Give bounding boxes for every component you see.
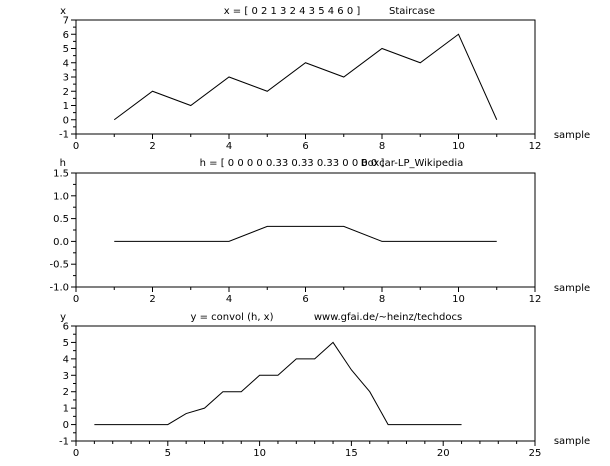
- x-tick-label: 10: [452, 141, 465, 152]
- x-tick-label: 8: [379, 141, 385, 152]
- y-tick-label: -1: [59, 437, 69, 448]
- chart-title: h = [ 0 0 0 0 0.33 0.33 0.33 0 0 0 0 ]: [200, 158, 385, 169]
- y-tick-label: 2: [63, 87, 69, 98]
- y-tick-label: -1.0: [49, 283, 69, 294]
- y-tick-label: 2: [63, 387, 69, 398]
- chart-subtitle: Staircase: [389, 6, 435, 17]
- y-axis-label: x: [60, 6, 66, 17]
- y-tick-label: 4: [63, 58, 69, 69]
- series-line: [94, 341, 462, 426]
- x-tick-label: 0: [73, 294, 79, 305]
- x-tick-label: 8: [379, 294, 385, 305]
- y-tick-label: 6: [63, 322, 69, 333]
- x-tick-label: 5: [165, 448, 171, 459]
- y-tick-label: 1.0: [53, 191, 69, 202]
- x-tick-label: 25: [529, 448, 542, 459]
- x-axis-label: sample: [554, 436, 590, 447]
- x-tick-label: 10: [253, 448, 266, 459]
- x-tick-label: 12: [529, 294, 542, 305]
- x-axis-label: sample: [554, 130, 590, 141]
- y-tick-label: 1: [63, 101, 69, 112]
- y-tick-label: 0.5: [53, 214, 69, 225]
- y-axis-label: h: [60, 158, 66, 169]
- x-tick-label: 4: [226, 294, 232, 305]
- x-tick-label: 15: [345, 448, 358, 459]
- x-tick-label: 20: [437, 448, 450, 459]
- y-tick-label: 6: [63, 30, 69, 41]
- y-tick-label: -0.5: [49, 260, 69, 271]
- y-tick-label: 4: [63, 354, 69, 365]
- y-tick-label: -1: [59, 130, 69, 141]
- plot-frame: [75, 19, 536, 135]
- y-tick-label: 1: [63, 404, 69, 415]
- chart-subtitle: Boxcar-LP_Wikipedia: [361, 158, 464, 169]
- y-axis-label: y: [60, 312, 66, 323]
- series-line: [114, 225, 497, 242]
- y-tick-label: 5: [63, 338, 69, 349]
- y-tick-label: 0: [63, 420, 69, 431]
- x-tick-label: 4: [226, 141, 232, 152]
- x-tick-label: 2: [149, 141, 155, 152]
- x-tick-label: 10: [452, 294, 465, 305]
- y-tick-label: 0: [63, 115, 69, 126]
- y-tick-label: 1.5: [53, 169, 69, 180]
- chart-title: x = [ 0 2 1 3 2 4 3 5 4 6 0 ]: [224, 6, 361, 17]
- y-tick-label: 5: [63, 44, 69, 55]
- y-tick-label: 3: [63, 371, 69, 382]
- x-tick-label: 0: [73, 448, 79, 459]
- plot-frame: [75, 325, 536, 442]
- chart-panel-2: -1.0 -0.5 0.0 0.5 1.0 1.5 0 2 4 6 8 10 12 h = [ 0 0 0…: [49, 158, 590, 305]
- x-axis-label: sample: [554, 283, 590, 294]
- x-tick-label: 0: [73, 141, 79, 152]
- chart-title: y = convol (h, x): [190, 312, 273, 323]
- x-tick-label: 6: [302, 294, 308, 305]
- x-tick-label: 12: [529, 141, 542, 152]
- y-tick-label: 3: [63, 73, 69, 84]
- series-line: [113, 33, 498, 121]
- x-tick-label: 6: [302, 141, 308, 152]
- y-tick-label: 0.0: [53, 237, 69, 248]
- chart-subtitle: www.gfai.de/~heinz/techdocs: [314, 312, 462, 323]
- chart-panel-3: -1 0 1 2 3 4 5 6 0 5 10 15 20 25 y = convol (h, x) www.…: [59, 312, 590, 459]
- plot-frame: [75, 172, 536, 288]
- x-tick-label: 2: [149, 294, 155, 305]
- y-tick-label: 7: [63, 16, 69, 27]
